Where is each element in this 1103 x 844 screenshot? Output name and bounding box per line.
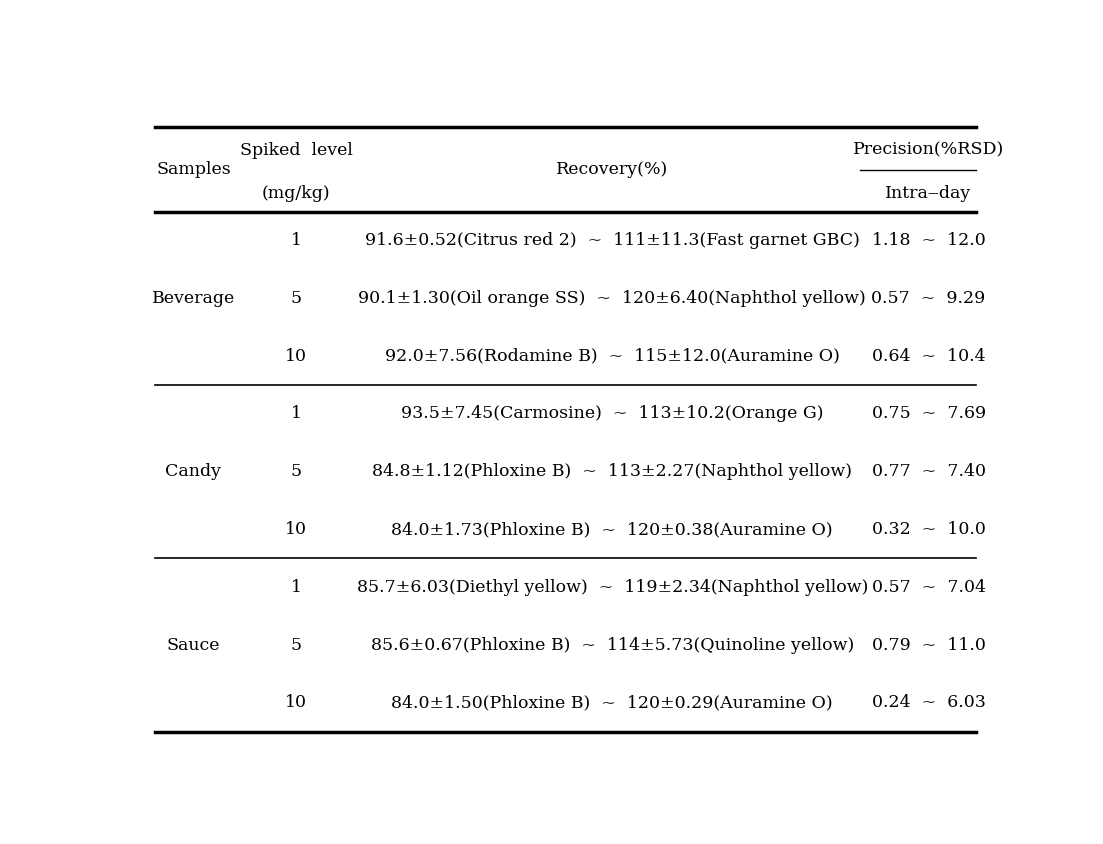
Text: Spiked  level: Spiked level [239,142,353,159]
Text: (mg/kg): (mg/kg) [261,185,330,202]
Text: 0.75  ~  7.69: 0.75 ~ 7.69 [871,405,986,423]
Text: 1: 1 [290,232,301,249]
Text: 0.24  ~  6.03: 0.24 ~ 6.03 [871,695,985,711]
Text: 5: 5 [290,289,301,307]
Text: 85.7±6.03(Diethyl yellow)  ~  119±2.34(Naphthol yellow): 85.7±6.03(Diethyl yellow) ~ 119±2.34(Nap… [356,579,868,596]
Text: 0.57  ~  7.04: 0.57 ~ 7.04 [871,579,986,596]
Text: 93.5±7.45(Carmosine)  ~  113±10.2(Orange G): 93.5±7.45(Carmosine) ~ 113±10.2(Orange G… [401,405,824,423]
Text: 0.77  ~  7.40: 0.77 ~ 7.40 [871,463,986,480]
Text: Intra‒day: Intra‒day [886,185,972,202]
Text: 1: 1 [290,579,301,596]
Text: Sauce: Sauce [167,636,221,653]
Text: 85.6±0.67(Phloxine B)  ~  114±5.73(Quinoline yellow): 85.6±0.67(Phloxine B) ~ 114±5.73(Quinoli… [371,636,854,653]
Text: 90.1±1.30(Oil orange SS)  ~  120±6.40(Naphthol yellow): 90.1±1.30(Oil orange SS) ~ 120±6.40(Naph… [358,289,866,307]
Text: 92.0±7.56(Rodamine B)  ~  115±12.0(Auramine O): 92.0±7.56(Rodamine B) ~ 115±12.0(Auramin… [385,348,839,365]
Text: 0.79  ~  11.0: 0.79 ~ 11.0 [871,636,985,653]
Text: Precision(%RSD): Precision(%RSD) [853,142,1004,159]
Text: 5: 5 [290,636,301,653]
Text: 1: 1 [290,405,301,423]
Text: 10: 10 [285,695,307,711]
Text: 0.32  ~  10.0: 0.32 ~ 10.0 [871,521,985,538]
Text: 10: 10 [285,521,307,538]
Text: 0.64  ~  10.4: 0.64 ~ 10.4 [871,348,985,365]
Text: 84.0±1.73(Phloxine B)  ~  120±0.38(Auramine O): 84.0±1.73(Phloxine B) ~ 120±0.38(Auramin… [392,521,833,538]
Text: 91.6±0.52(Citrus red 2)  ~  111±11.3(Fast garnet GBC): 91.6±0.52(Citrus red 2) ~ 111±11.3(Fast … [365,232,859,249]
Text: Candy: Candy [165,463,222,480]
Text: Recovery(%): Recovery(%) [556,161,668,178]
Text: 84.0±1.50(Phloxine B)  ~  120±0.29(Auramine O): 84.0±1.50(Phloxine B) ~ 120±0.29(Auramin… [392,695,833,711]
Text: 84.8±1.12(Phloxine B)  ~  113±2.27(Naphthol yellow): 84.8±1.12(Phloxine B) ~ 113±2.27(Naphtho… [373,463,853,480]
Text: 0.57  ~  9.29: 0.57 ~ 9.29 [871,289,986,307]
Text: Beverage: Beverage [152,289,235,307]
Text: Samples: Samples [156,161,231,178]
Text: 1.18  ~  12.0: 1.18 ~ 12.0 [871,232,985,249]
Text: 10: 10 [285,348,307,365]
Text: 5: 5 [290,463,301,480]
